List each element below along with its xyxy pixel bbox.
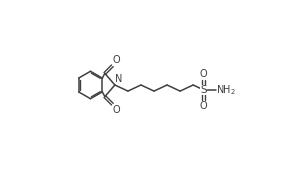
Text: O: O [200, 69, 208, 79]
Text: S: S [200, 85, 207, 95]
Text: N: N [115, 74, 123, 84]
Text: O: O [113, 55, 121, 65]
Text: NH$_2$: NH$_2$ [216, 83, 236, 97]
Text: O: O [200, 101, 208, 111]
Text: O: O [113, 105, 121, 115]
